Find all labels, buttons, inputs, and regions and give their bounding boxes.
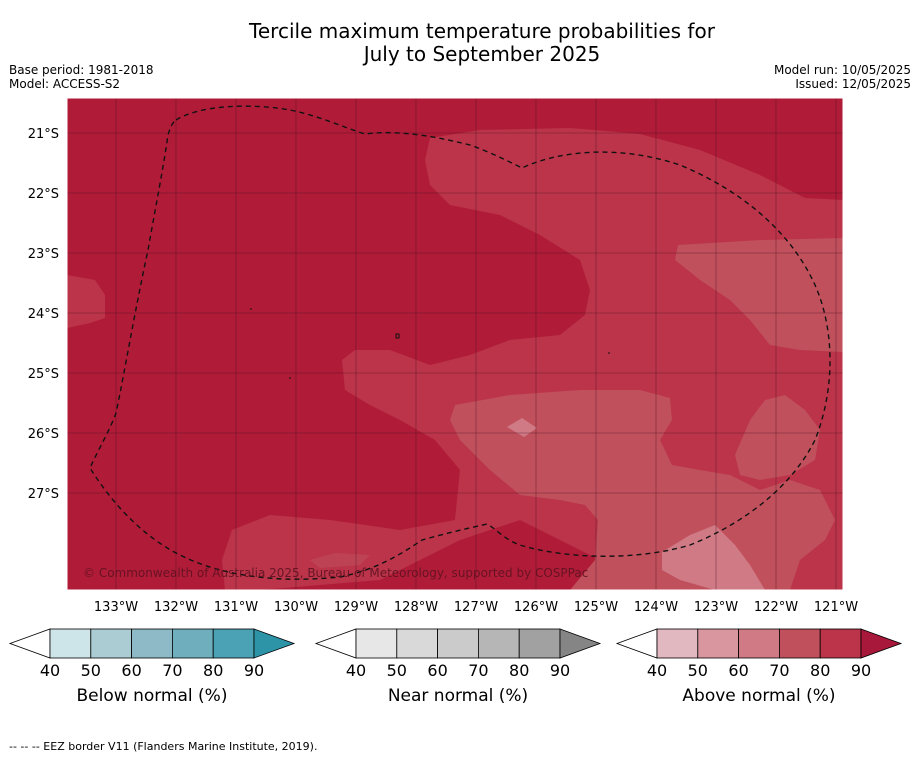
colorbar-segment — [49, 628, 92, 659]
colorbar-segment — [518, 628, 561, 659]
lat-label: 25°S — [28, 367, 59, 382]
colorbar-tick-label: 50 — [688, 661, 708, 680]
colorbar-segment — [212, 628, 255, 659]
lat-label: 22°S — [28, 187, 59, 202]
colorbar-segment — [437, 628, 479, 659]
colorbar-segment — [90, 628, 133, 659]
colorbar-tick-label: 60 — [728, 661, 748, 680]
meta-left: Base period: 1981-2018 Model: ACCESS-S2 — [9, 63, 154, 91]
colorbars: 40 50 60 70 80 90 40 50 60 70 80 90 40 50 60 70 80 90 — [8, 628, 903, 680]
colorbar-tick-label: 80 — [810, 661, 830, 680]
map-border — [66, 97, 844, 591]
colorbar-segment — [355, 628, 398, 659]
legend-label-above: Above normal (%) — [682, 686, 836, 706]
legend-label-near: Near normal (%) — [387, 686, 529, 706]
colorbar-tick-label: 90 — [244, 661, 264, 680]
title-line-2: July to September 2025 — [363, 42, 601, 66]
colorbar-tick-label: 40 — [346, 661, 366, 680]
colorbar-extend-high — [860, 628, 903, 659]
lon-label: 121°W — [814, 600, 858, 615]
model-run: Model run: 10/05/2025 — [773, 63, 911, 77]
gridlines — [67, 98, 843, 590]
lon-label: 132°W — [154, 600, 198, 615]
lon-label: 129°W — [334, 600, 378, 615]
colorbar-tick-label: 50 — [81, 661, 101, 680]
colorbar-tick-label: 70 — [162, 661, 182, 680]
colorbar-extend-high — [253, 628, 296, 659]
colorbar-extend-high — [559, 628, 602, 659]
lon-label: 133°W — [94, 600, 138, 615]
page-title: Tercile maximum temperature probabilitie… — [0, 20, 919, 66]
colorbar-segment — [396, 628, 438, 659]
colorbar-segment — [779, 628, 821, 659]
colorbar-extend-low — [8, 628, 51, 659]
meta-right: Model run: 10/05/2025 Issued: 12/05/2025 — [774, 63, 911, 91]
colorbar-tick-label: 80 — [509, 661, 529, 680]
colorbar-tick-label: 40 — [40, 661, 60, 680]
lon-labels: 133°W 132°W 131°W 130°W 129°W 128°W 127°… — [94, 600, 858, 615]
island-1 — [395, 333, 400, 339]
colorbar-tick-label: 80 — [203, 661, 223, 680]
lat-label: 27°S — [28, 487, 59, 502]
title-line-1: Tercile maximum temperature probabilitie… — [249, 19, 715, 43]
lat-label: 24°S — [28, 307, 59, 322]
prob-region-70-west — [67, 275, 105, 328]
lat-label: 21°S — [28, 127, 59, 142]
prob-region-50 — [662, 525, 765, 590]
issued-date: Issued: 12/05/2025 — [795, 77, 911, 91]
eez-border — [89, 105, 831, 580]
colorbar-segment — [656, 628, 699, 659]
map-area — [67, 98, 843, 590]
lon-label: 127°W — [454, 600, 498, 615]
prob-region-60-east — [675, 238, 843, 352]
lon-label: 122°W — [754, 600, 798, 615]
footnote: -- -- -- EEZ border V11 (Flanders Marine… — [9, 740, 318, 753]
prob-region-60-se — [735, 395, 820, 480]
lat-label: 26°S — [28, 427, 59, 442]
base-period: Base period: 1981-2018 — [9, 63, 154, 77]
colorbar-segment — [738, 628, 780, 659]
model-name: Model: ACCESS-S2 — [9, 77, 121, 91]
lon-label: 128°W — [394, 600, 438, 615]
prob-region-50-small — [507, 418, 537, 437]
colorbar-segment — [131, 628, 173, 659]
colorbar-extend-low — [615, 628, 658, 659]
lon-label: 124°W — [634, 600, 678, 615]
lat-label: 23°S — [28, 247, 59, 262]
colorbar-segment — [819, 628, 862, 659]
colorbar-segment — [477, 628, 520, 659]
colorbar-tick-label: 90 — [851, 661, 871, 680]
legend-label-below: Below normal (%) — [76, 686, 228, 706]
lon-label: 123°W — [694, 600, 738, 615]
lat-labels: 21°S 22°S 23°S 24°S 25°S 26°S 27°S — [28, 127, 59, 502]
lon-label: 125°W — [574, 600, 618, 615]
colorbar-segment — [171, 628, 214, 659]
colorbar-tick-label: 70 — [468, 661, 488, 680]
prob-region-60 — [450, 390, 835, 590]
copyright-text: © Commonwealth of Australia 2025, Bureau… — [83, 566, 588, 580]
colorbar-segment — [697, 628, 739, 659]
colorbar-tick-label: 70 — [769, 661, 789, 680]
lon-label: 126°W — [514, 600, 558, 615]
lon-label: 131°W — [214, 600, 258, 615]
colorbar-tick-label: 90 — [550, 661, 570, 680]
lon-label: 130°W — [274, 600, 318, 615]
colorbar-tick-label: 50 — [387, 661, 407, 680]
colorbar-tick-label: 60 — [121, 661, 141, 680]
colorbar-tick-label: 60 — [427, 661, 447, 680]
colorbar-tick-label: 40 — [647, 661, 667, 680]
prob-region-50-south — [310, 553, 370, 568]
colorbar-extend-low — [314, 628, 357, 659]
